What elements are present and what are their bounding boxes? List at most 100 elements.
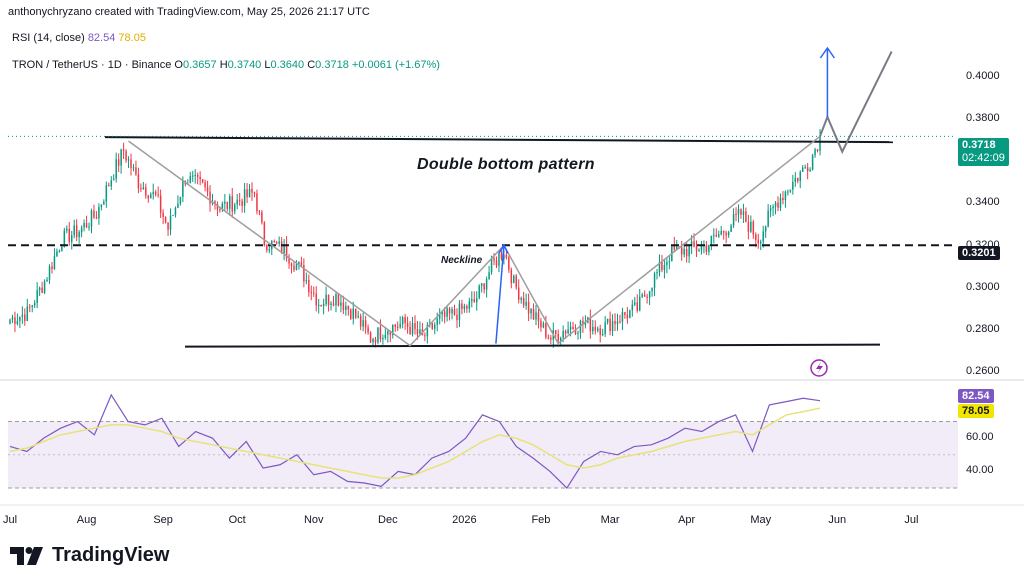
candle-body — [196, 174, 199, 177]
candle-body — [11, 317, 14, 320]
candle-body — [150, 194, 152, 199]
candle-body — [626, 314, 629, 319]
candle-body — [172, 215, 174, 217]
candle-body — [103, 201, 105, 205]
candle-body — [468, 301, 471, 309]
candle-body — [154, 191, 157, 195]
rsi-legend-top[interactable]: RSI (14, close) 82.54 78.05 — [12, 32, 146, 44]
candle-body — [424, 335, 426, 337]
candle-body — [747, 222, 750, 232]
candle-body — [357, 316, 359, 318]
candle-body — [762, 231, 764, 242]
candle-body — [300, 262, 303, 266]
price-tick-label: 0.2600 — [966, 365, 1000, 377]
candle-body — [814, 149, 816, 156]
candle-body — [784, 191, 787, 201]
candle-body — [347, 306, 350, 310]
candle-body — [485, 279, 488, 290]
candle-body — [330, 303, 332, 305]
candle-body — [564, 330, 567, 334]
resistance-line — [104, 136, 894, 144]
candle-body — [434, 324, 436, 329]
candle-body — [658, 262, 661, 273]
candle-body — [379, 327, 382, 340]
candle-body — [273, 240, 275, 243]
pattern-annotation[interactable]: Double bottom pattern — [417, 156, 595, 173]
candle-body — [374, 339, 377, 343]
candle-body — [792, 181, 794, 190]
candle-body — [174, 207, 177, 216]
symbol-legend[interactable]: TRON / TetherUS · 1D · Binance O0.3657 H… — [12, 59, 440, 71]
candle-body — [110, 180, 112, 187]
candle-body — [140, 188, 142, 190]
time-tick-label: Mar — [600, 514, 620, 526]
candle-body — [500, 253, 503, 259]
low-key: L — [264, 59, 271, 71]
candle-body — [112, 178, 115, 181]
candle-body — [241, 201, 243, 206]
candle-body — [651, 287, 653, 292]
candle-body — [332, 303, 335, 306]
candle-body — [522, 297, 525, 306]
candle-body — [189, 175, 192, 184]
candle-body — [636, 302, 639, 311]
candle-body — [799, 171, 801, 182]
candle-body — [653, 273, 656, 288]
rsi-ma-legend-value: 78.05 — [118, 32, 146, 44]
candle-body — [809, 169, 811, 172]
candle-body — [320, 304, 322, 307]
candle-body — [436, 318, 438, 325]
candle-body — [278, 241, 280, 244]
candle-body — [179, 196, 182, 204]
candle-body — [384, 334, 387, 339]
candle-body — [132, 167, 135, 169]
candle-body — [488, 272, 490, 280]
candle-body — [364, 320, 367, 328]
candle-body — [258, 211, 261, 213]
candle-body — [90, 210, 93, 227]
candle-body — [619, 321, 621, 323]
high-key: H — [219, 59, 228, 71]
candle-body — [705, 244, 708, 252]
candle-body — [811, 155, 814, 170]
candle-body — [789, 189, 792, 192]
candle-body — [248, 188, 251, 198]
candle-body — [456, 314, 458, 321]
candle-body — [725, 232, 727, 236]
candle-body — [648, 291, 651, 298]
candle-body — [337, 294, 340, 306]
candle-body — [70, 235, 73, 242]
candle-body — [515, 275, 517, 288]
neckline-annotation[interactable]: Neckline — [441, 255, 483, 266]
candle-body — [354, 308, 357, 318]
candle-body — [219, 209, 221, 211]
candle-body — [735, 213, 737, 215]
time-tick-label: May — [750, 514, 772, 526]
candle-body — [490, 258, 493, 273]
candle-body — [530, 308, 532, 314]
tradingview-brand[interactable]: TradingView — [10, 544, 169, 567]
candle-body — [238, 199, 241, 202]
candle-body — [236, 199, 238, 205]
candle-body — [663, 265, 666, 271]
candle-body — [631, 304, 634, 311]
candle-body — [451, 309, 453, 314]
height-arrowhead — [498, 243, 509, 254]
rsi-tick-label: 40.00 — [966, 464, 994, 477]
close-key: C — [307, 59, 316, 71]
pattern-drawings — [8, 46, 955, 377]
candle-body — [36, 290, 38, 304]
candle-body — [359, 316, 362, 327]
candle-body — [310, 291, 313, 293]
high-value: 0.3740 — [227, 59, 262, 71]
candle-body — [191, 175, 194, 177]
rsi-legend-value: 82.54 — [87, 32, 116, 44]
candle-body — [31, 305, 33, 307]
candle-body — [572, 326, 574, 330]
candle-body — [43, 281, 46, 294]
candle-body — [68, 228, 71, 242]
candle-body — [545, 323, 547, 338]
rsi-ma-value-tag: 78.05 — [958, 404, 994, 418]
rsi-tick-label: 60.00 — [966, 431, 994, 444]
